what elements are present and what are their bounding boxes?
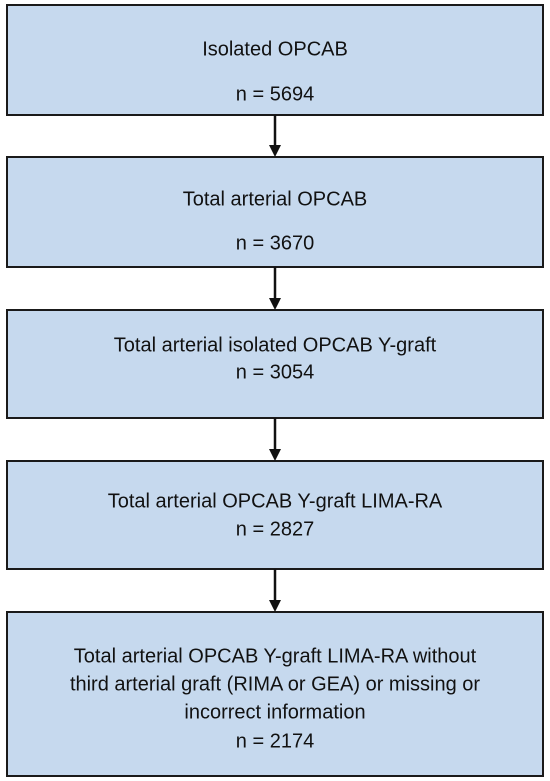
node-label: Total arterial OPCAB Y-graft LIMA-RA <box>108 490 443 512</box>
node-label: Total arterial isolated OPCAB Y-graft <box>114 334 437 356</box>
node-count: n = 3670 <box>236 232 314 254</box>
box <box>6 156 544 268</box>
node-label: Total arterial OPCAB <box>183 188 368 210</box>
box <box>6 611 544 777</box>
node-label: Isolated OPCAB <box>202 38 348 60</box>
arrow <box>269 115 281 157</box>
arrow <box>269 569 281 612</box>
node-count: n = 2174 <box>236 730 314 752</box>
node-label: Total arterial OPCAB Y-graft LIMA-RA wit… <box>74 645 477 667</box>
node-label: incorrect information <box>184 701 365 723</box>
arrow <box>269 418 281 461</box>
node-count: n = 3054 <box>236 361 314 383</box>
arrow <box>269 267 281 310</box>
node-count: n = 2827 <box>236 518 314 540</box>
node-count: n = 5694 <box>236 83 314 105</box>
box <box>6 460 544 570</box>
node-label: third arterial graft (RIMA or GEA) or mi… <box>70 673 480 695</box>
box <box>6 4 544 116</box>
